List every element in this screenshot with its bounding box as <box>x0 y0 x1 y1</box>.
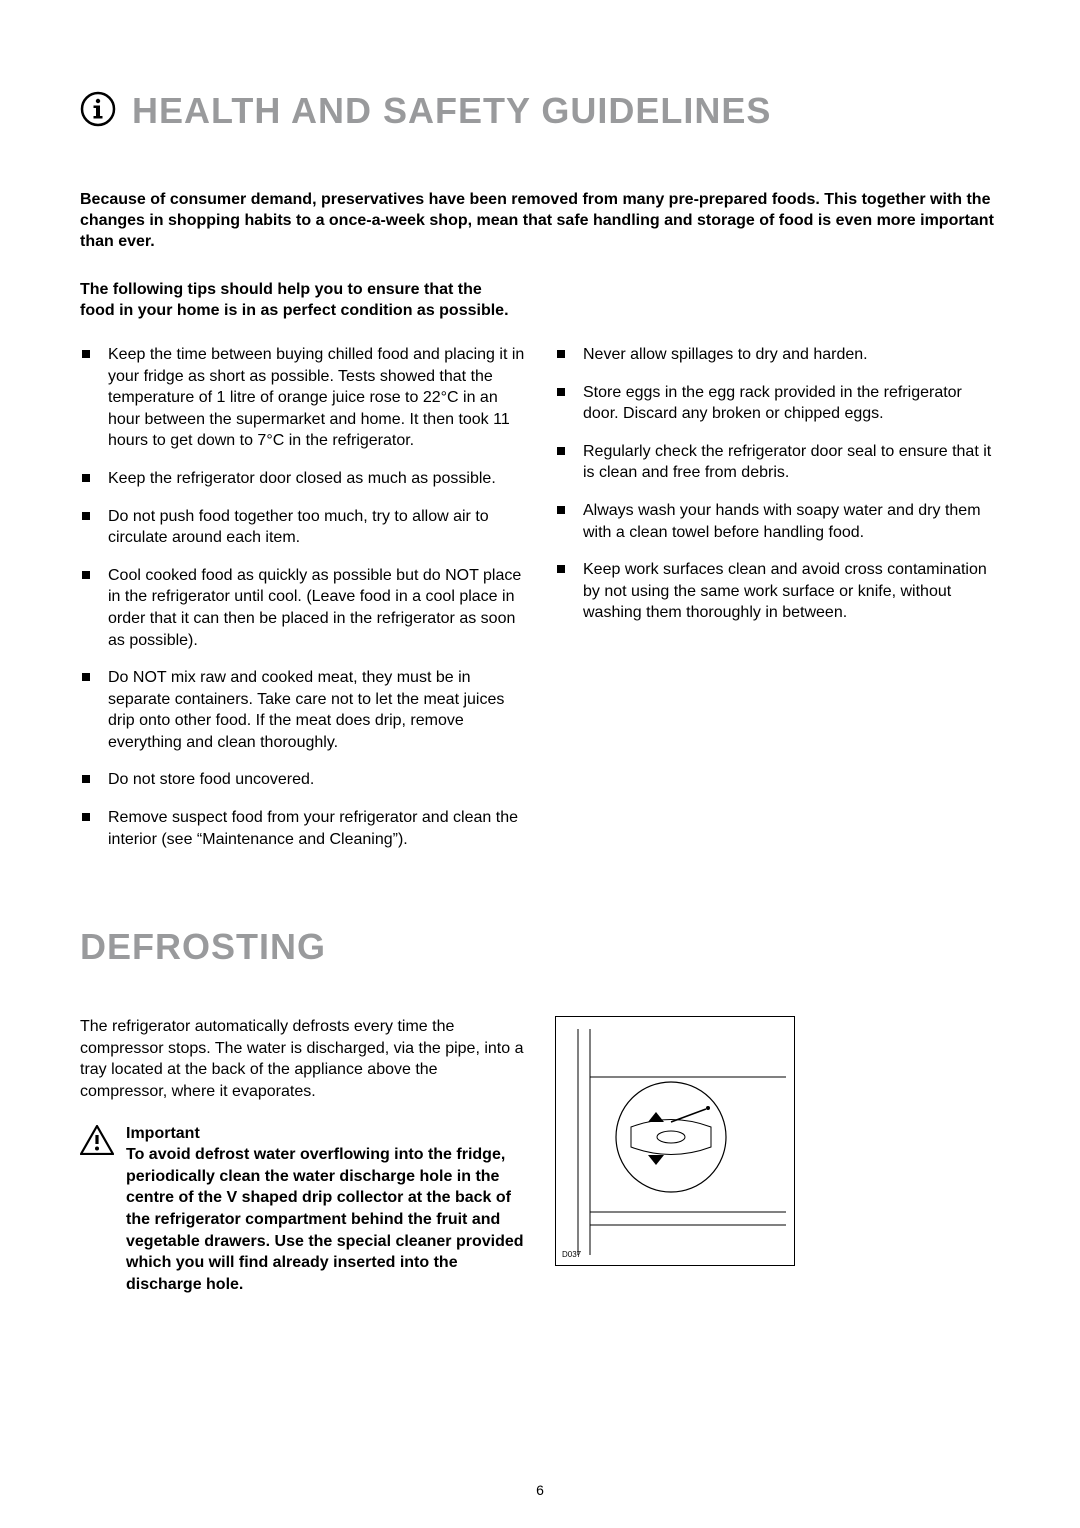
tips-heading: The following tips should help you to en… <box>80 280 520 322</box>
important-label: Important <box>126 1123 525 1145</box>
intro-paragraph: Because of consumer demand, preservative… <box>80 190 1000 252</box>
list-item: Keep the refrigerator door closed as muc… <box>80 468 525 490</box>
tips-right-list: Never allow spillages to dry and harden.… <box>555 344 1000 624</box>
list-item: Store eggs in the egg rack provided in t… <box>555 382 1000 425</box>
important-body: To avoid defrost water overflowing into … <box>126 1146 524 1293</box>
page-title: HEALTH AND SAFETY GUIDELINES <box>132 90 771 132</box>
list-item: Do NOT mix raw and cooked meat, they mus… <box>80 667 525 753</box>
list-item: Remove suspect food from your refrigerat… <box>80 807 525 850</box>
list-item: Regularly check the refrigerator door se… <box>555 441 1000 484</box>
list-item: Never allow spillages to dry and harden. <box>555 344 1000 366</box>
tips-left-list: Keep the time between buying chilled foo… <box>80 344 525 850</box>
defrost-row: The refrigerator automatically defrosts … <box>80 1016 1000 1295</box>
tips-left-column: Keep the time between buying chilled foo… <box>80 344 525 866</box>
diagram-label: D037 <box>562 1250 581 1259</box>
warning-icon <box>80 1125 114 1160</box>
tips-right-column: Never allow spillages to dry and harden.… <box>555 344 1000 866</box>
list-item: Always wash your hands with soapy water … <box>555 500 1000 543</box>
defrost-right-column: D037 <box>555 1016 1000 1295</box>
defrost-diagram: D037 <box>555 1016 795 1266</box>
list-item: Do not push food together too much, try … <box>80 506 525 549</box>
page-header: HEALTH AND SAFETY GUIDELINES <box>80 90 1000 132</box>
important-text: Important To avoid defrost water overflo… <box>126 1123 525 1296</box>
list-item: Keep work surfaces clean and avoid cross… <box>555 559 1000 624</box>
list-item: Do not store food uncovered. <box>80 769 525 791</box>
list-item: Cool cooked food as quickly as possible … <box>80 565 525 651</box>
section-divider <box>80 866 1000 926</box>
info-icon <box>80 91 116 132</box>
important-block: Important To avoid defrost water overflo… <box>80 1123 525 1296</box>
list-item: Keep the time between buying chilled foo… <box>80 344 525 452</box>
defrost-paragraph: The refrigerator automatically defrosts … <box>80 1016 525 1102</box>
tips-columns: Keep the time between buying chilled foo… <box>80 344 1000 866</box>
defrost-title: DEFROSTING <box>80 926 1000 968</box>
defrost-left-column: The refrigerator automatically defrosts … <box>80 1016 525 1295</box>
page-number: 6 <box>536 1482 544 1498</box>
